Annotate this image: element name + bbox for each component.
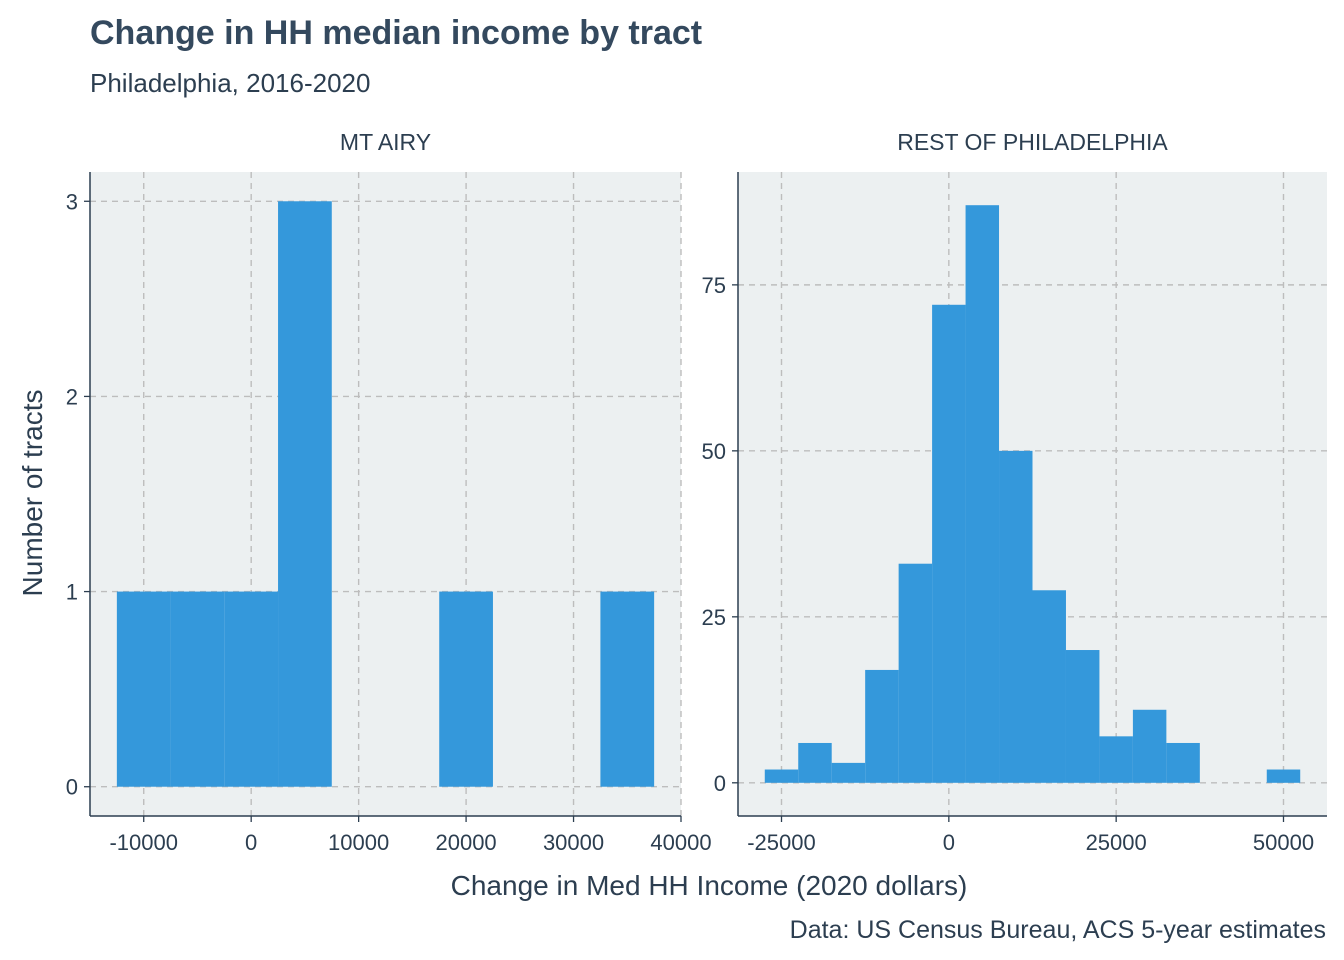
- histogram-bar: [1099, 736, 1133, 783]
- panel-rest-of-philadelphia: REST OF PHILADELPHIA -25000 0 25000 50000 0 25…: [702, 129, 1327, 855]
- histogram-bar: [1032, 590, 1066, 783]
- histogram-bar: [1166, 742, 1200, 783]
- y-axis-title: Number of tracts: [17, 390, 48, 597]
- histogram-bar: [224, 591, 279, 787]
- x-tick-label: 0: [245, 830, 257, 855]
- x-tick-label: 30000: [543, 830, 604, 855]
- histogram-bar: [116, 591, 171, 787]
- histogram-bar: [831, 762, 866, 783]
- y-tick-label: 50: [702, 439, 726, 464]
- histogram-bar: [965, 205, 1000, 783]
- histogram-bar: [932, 304, 966, 783]
- histogram-bar: [600, 591, 655, 787]
- histogram-bar: [1132, 709, 1167, 783]
- x-tick-label: 0: [943, 830, 955, 855]
- y-tick-label: 3: [66, 189, 78, 214]
- histogram-bar: [1065, 650, 1100, 783]
- histogram-bar: [798, 742, 832, 783]
- histogram-bar: [898, 563, 933, 783]
- chart-caption: Data: US Census Bureau, ACS 5-year estim…: [790, 916, 1326, 944]
- y-tick-label: 25: [702, 605, 726, 630]
- histogram-bar: [439, 591, 493, 787]
- x-tick-label: 25000: [1086, 830, 1147, 855]
- x-tick-label: -25000: [747, 830, 816, 855]
- y-tick-label: 0: [714, 771, 726, 796]
- x-tick-label: 20000: [435, 830, 496, 855]
- histogram-bar: [278, 201, 332, 787]
- histogram-bar: [1266, 769, 1301, 783]
- panel-mt-airy: MT AIRY -10000 0 10000 20000 30000 40000 0 1 2 3: [66, 129, 712, 855]
- y-tick-label: 0: [66, 775, 78, 800]
- panel-strip-label: REST OF PHILADELPHIA: [897, 129, 1168, 155]
- histogram-bar: [764, 769, 799, 783]
- chart-subtitle: Philadelphia, 2016-2020: [90, 68, 370, 98]
- y-tick-label: 75: [702, 273, 726, 298]
- histogram-bar: [999, 450, 1033, 783]
- x-tick-label: 50000: [1253, 830, 1314, 855]
- x-tick-label: 10000: [328, 830, 389, 855]
- histogram-bar: [170, 591, 225, 787]
- x-tick-label: 40000: [650, 830, 711, 855]
- chart-title: Change in HH median income by tract: [90, 14, 702, 52]
- histogram-bar: [865, 669, 899, 783]
- x-axis-title: Change in Med HH Income (2020 dollars): [451, 870, 968, 901]
- x-tick-label: -10000: [109, 830, 178, 855]
- panel-strip-label: MT AIRY: [340, 129, 431, 155]
- y-tick-label: 1: [66, 580, 78, 605]
- y-tick-label: 2: [66, 384, 78, 409]
